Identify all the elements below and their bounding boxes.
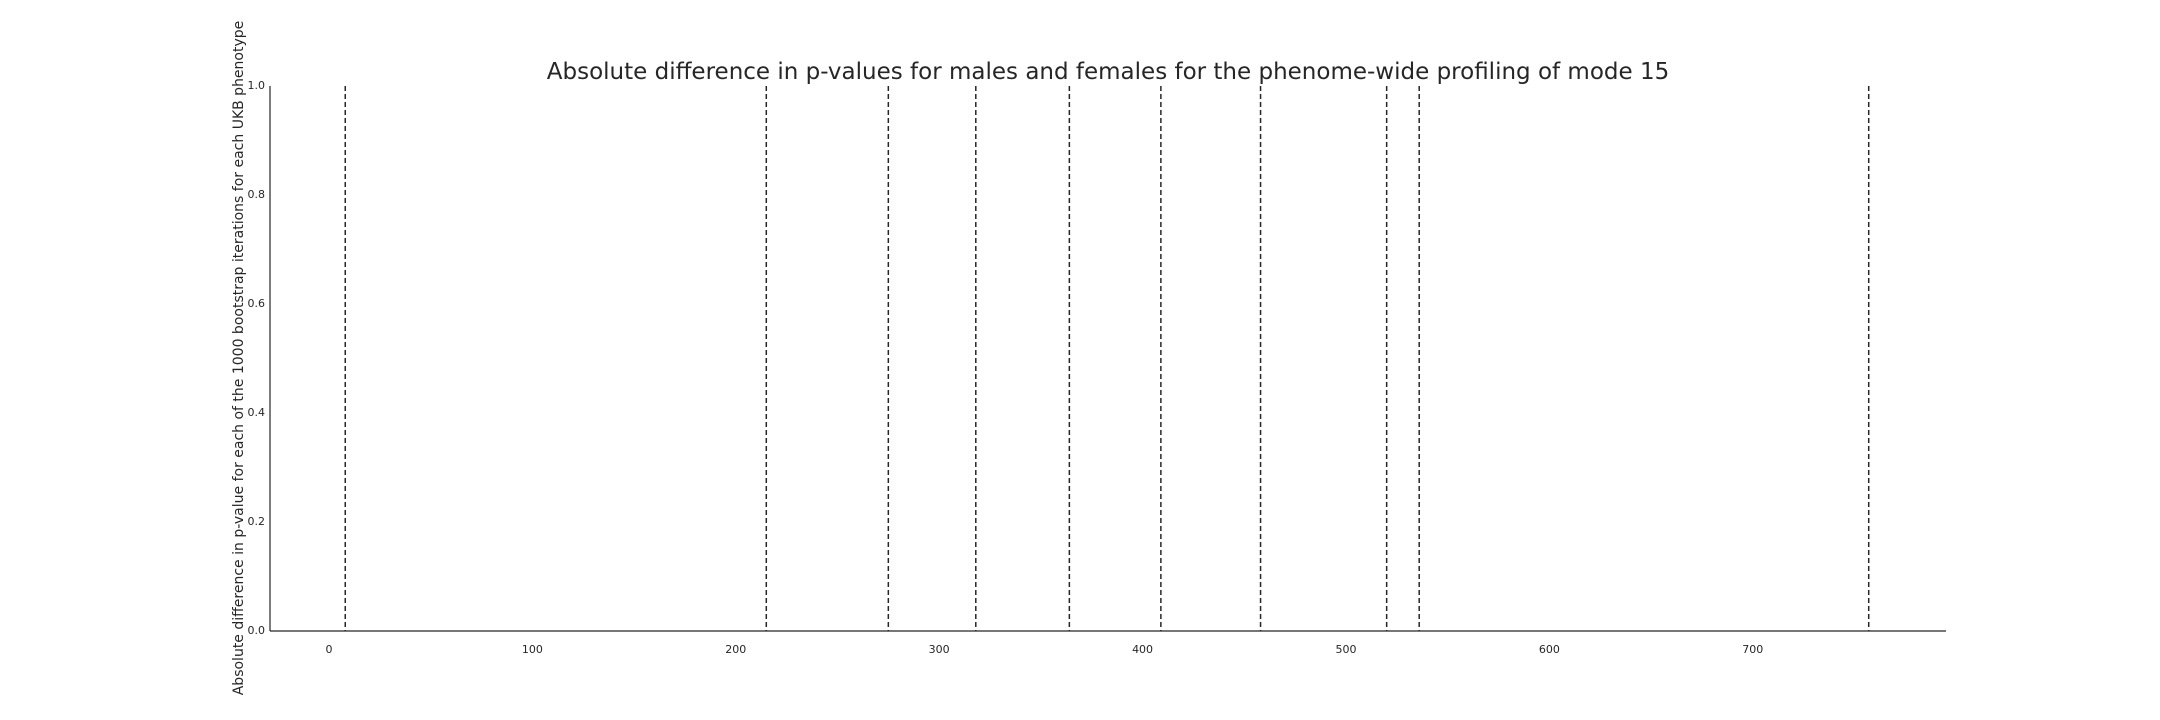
x-tick-label: 400 — [1132, 643, 1153, 656]
x-tick-label: 0 — [325, 643, 332, 656]
vertical-lines-group — [344, 86, 1870, 631]
y-ticks-group: 0.0 0.2 0.4 0.6 0.8 1.0 — [248, 79, 266, 637]
x-tick-label: 300 — [929, 643, 950, 656]
y-tick-label: 0.8 — [248, 188, 266, 201]
x-tick-label: 700 — [1742, 643, 1763, 656]
y-tick-label: 0.6 — [248, 297, 266, 310]
x-tick-label: 100 — [522, 643, 543, 656]
x-tick-label: 600 — [1539, 643, 1560, 656]
chart-title: Absolute difference in p-values for male… — [547, 59, 1669, 85]
x-tick-label: 500 — [1335, 643, 1356, 656]
y-axis-label: Absolute difference in p-value for each … — [231, 21, 247, 696]
y-tick-label: 1.0 — [248, 79, 266, 92]
y-tick-label: 0.0 — [248, 624, 266, 637]
y-tick-label: 0.2 — [248, 515, 266, 528]
y-tick-label: 0.4 — [248, 406, 266, 419]
x-tick-label: 200 — [725, 643, 746, 656]
x-ticks-group: 0 100 200 300 400 500 600 700 — [325, 643, 1763, 656]
